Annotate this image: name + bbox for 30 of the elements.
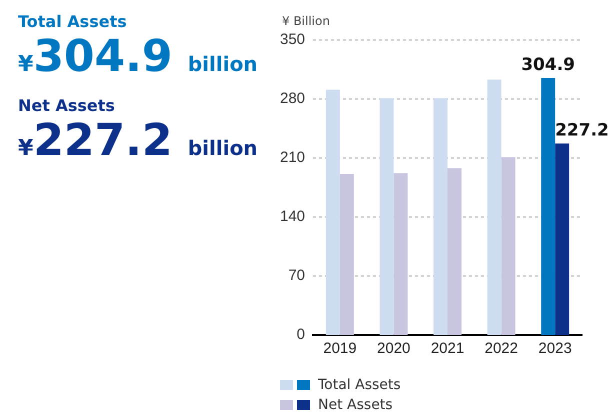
- x-tick-label: 2020: [377, 340, 410, 358]
- bar: [501, 157, 516, 335]
- bar: [434, 98, 448, 335]
- y-tick-label: 0: [296, 326, 306, 344]
- bar: [326, 90, 340, 335]
- bar: [340, 174, 354, 335]
- bar: [380, 98, 394, 335]
- text: Total Assets: [18, 12, 128, 31]
- bar: [487, 80, 502, 335]
- x-tick-label: 2023: [538, 340, 572, 358]
- x-tick-label: 2019: [323, 340, 357, 358]
- y-axis-title: ¥ Billion: [282, 14, 330, 28]
- text: Net Assets: [18, 96, 116, 115]
- bar: [394, 173, 408, 335]
- text: ¥304.9 billion: [18, 31, 258, 82]
- bar: [448, 168, 462, 335]
- y-tick-label: 210: [280, 149, 306, 166]
- y-tick-label: 70: [288, 267, 306, 284]
- text: ¥227.2 billion: [18, 115, 258, 166]
- legend-label: Total Assets: [318, 377, 401, 393]
- bar: [555, 144, 570, 335]
- y-tick-label: 350: [280, 31, 306, 48]
- legend-label: Net Assets: [318, 397, 393, 413]
- data-label: 304.9: [521, 54, 575, 75]
- x-tick-label: 2022: [484, 340, 518, 358]
- data-label: 227.2: [555, 120, 609, 140]
- bar: [541, 78, 556, 335]
- y-tick-label: 140: [280, 208, 306, 226]
- x-tick-label: 2021: [430, 340, 464, 358]
- y-tick-label: 280: [280, 90, 306, 108]
